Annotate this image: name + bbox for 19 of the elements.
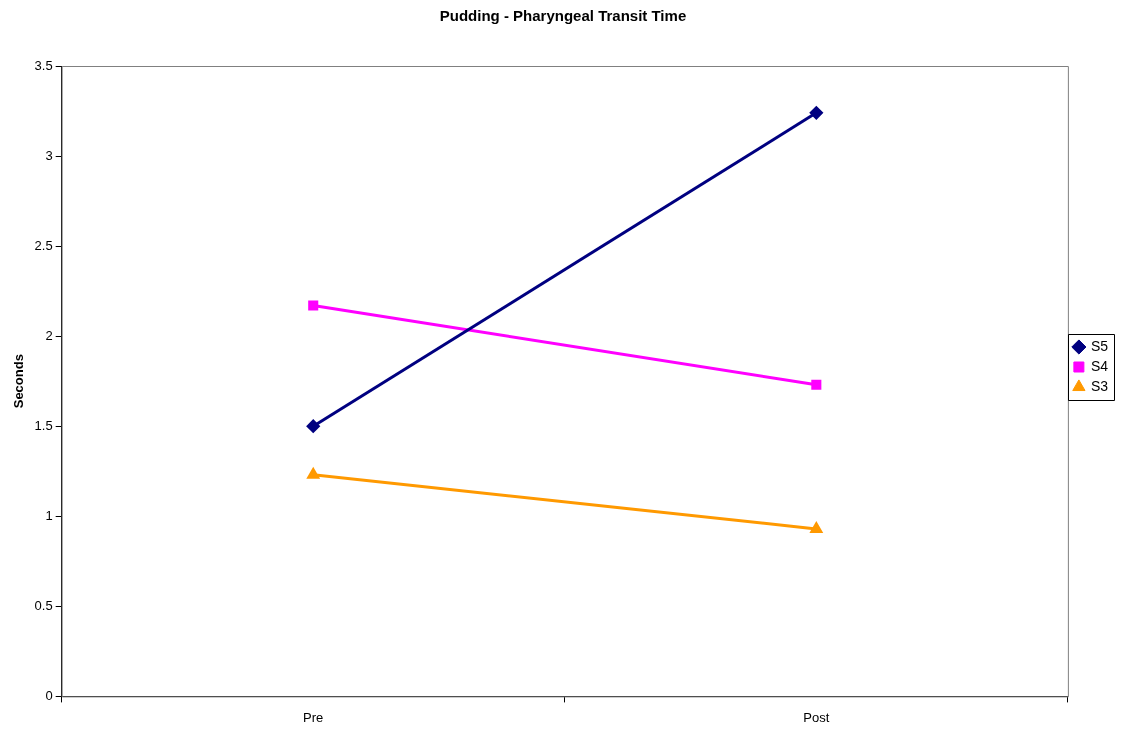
chart-title: Pudding - Pharyngeal Transit Time: [439, 7, 687, 25]
y-tick-label: 0: [45, 687, 53, 703]
y-tick-label: 1.5: [34, 417, 53, 433]
y-tick-label: 1: [45, 507, 53, 523]
point: [308, 300, 319, 311]
y-axis-title: Seconds: [11, 354, 27, 409]
legend-label: S3: [1090, 377, 1109, 394]
x-tick-label: Post: [803, 709, 830, 725]
legend-label: S5: [1090, 337, 1109, 354]
point: [306, 419, 320, 433]
y-tick-label: 2.5: [34, 237, 53, 253]
x-tick-label: Pre: [303, 709, 324, 725]
y-tick-label: 3: [45, 147, 53, 163]
point: [809, 106, 823, 120]
point: [811, 379, 822, 390]
y-tick-label: 0.5: [34, 597, 53, 613]
legend-label: S4: [1090, 357, 1109, 374]
y-tick-label: 2: [45, 327, 53, 343]
y-tick-label: 3.5: [34, 57, 53, 73]
